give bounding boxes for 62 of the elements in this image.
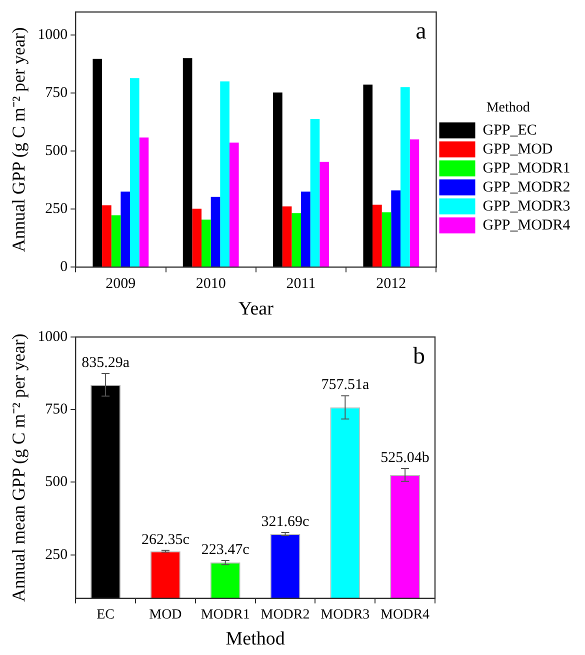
annotation: a [416, 18, 427, 44]
data-label: 321.69c [261, 514, 310, 530]
x-tick-label: 2011 [286, 276, 316, 292]
y-tick-label: 250 [45, 546, 68, 563]
data-label: 223.47c [201, 542, 250, 558]
y-axis-title: Annual mean GPP (g C m⁻² per year) [8, 334, 29, 602]
x-tick-label: 2010 [196, 276, 226, 292]
bar [400, 87, 410, 267]
x-tick-label: MODR4 [380, 607, 430, 622]
bar [192, 208, 202, 267]
bar [182, 58, 192, 267]
bar [410, 139, 420, 267]
y-tick-label: 0 [60, 259, 68, 276]
bar [372, 204, 382, 267]
y-tick-label: 1000 [38, 27, 68, 44]
bar [130, 78, 140, 267]
x-axis-title: Year [238, 298, 274, 320]
x-tick-label: 2012 [376, 276, 406, 292]
bar [292, 213, 302, 267]
bar [382, 212, 392, 267]
data-label: 757.51a [321, 377, 370, 394]
bar [202, 220, 211, 267]
annotation: b [413, 343, 425, 370]
bar [282, 206, 292, 267]
bar [320, 162, 329, 267]
x-tick-label: MOD [149, 607, 182, 622]
bar [92, 58, 102, 267]
y-tick-label: 750 [45, 402, 68, 418]
x-tick-label: EC [96, 607, 114, 622]
bar [210, 196, 220, 267]
bar [220, 81, 230, 267]
x-axis-title: Method [226, 628, 286, 650]
y-axis-title: Annual GPP (g C m⁻² per year) [8, 27, 29, 252]
bar [363, 84, 373, 267]
bar [273, 92, 282, 267]
legend-label: GPP_MODR3 [482, 198, 570, 214]
y-tick-label: 500 [45, 474, 68, 490]
legend-title: Method [486, 100, 530, 116]
legend-label: GPP_EC [482, 122, 537, 138]
legend-label: GPP_MOD [482, 141, 553, 158]
data-label: 835.29a [82, 354, 130, 371]
y-tick-label: 750 [45, 85, 68, 102]
y-tick-label: 250 [45, 201, 68, 218]
data-label: 262.35c [141, 532, 190, 548]
bar [391, 190, 400, 267]
bar [229, 142, 239, 267]
legend-label: GPP_MODR1 [482, 160, 570, 176]
bar [111, 215, 121, 267]
legend-label: GPP_MODR2 [482, 179, 570, 196]
legend-label: GPP_MODR4 [482, 217, 571, 234]
data-label: 525.04b [380, 450, 430, 466]
x-tick-label: MODR3 [320, 607, 370, 622]
x-tick-label: MODR2 [260, 607, 310, 622]
y-tick-label: 1000 [38, 328, 68, 345]
bar [310, 118, 320, 267]
bar [102, 205, 112, 267]
x-tick-label: 2009 [106, 276, 136, 292]
x-tick-label: MODR1 [200, 607, 250, 622]
bar [301, 192, 310, 267]
bar [120, 192, 130, 267]
y-tick-label: 500 [45, 143, 68, 160]
bar [139, 138, 149, 267]
